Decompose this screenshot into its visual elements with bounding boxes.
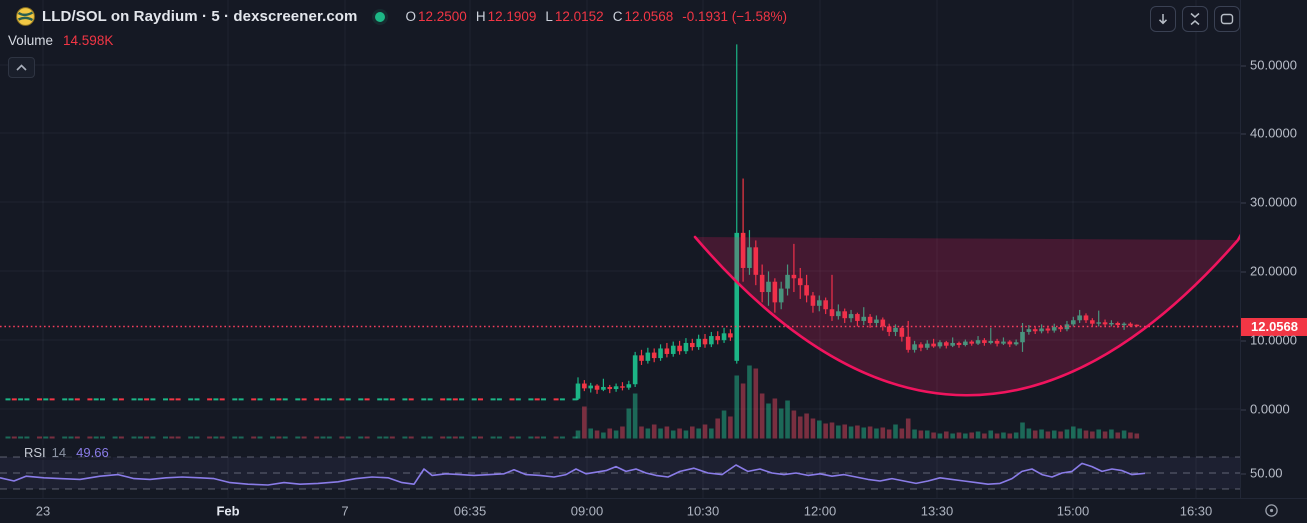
cup-arc-drawing[interactable] xyxy=(693,231,1240,397)
chart-toolbar xyxy=(1150,6,1240,32)
chevron-up-icon xyxy=(16,64,27,71)
current-price-tag: 12.0568 xyxy=(1241,317,1307,336)
volume-legend: Volume 14.598K xyxy=(8,33,113,48)
rsi-axis-label: 50.00 xyxy=(1241,465,1283,481)
low-value: 12.0152 xyxy=(554,9,604,24)
volume-bars-layer xyxy=(575,365,1140,439)
close-label: C xyxy=(612,9,623,24)
time-axis-label: 15:00 xyxy=(1056,503,1090,519)
low-label: L xyxy=(545,9,553,24)
rsi-band xyxy=(0,456,1240,490)
fullscreen-icon xyxy=(1220,13,1234,25)
token-logo-icon xyxy=(16,7,35,26)
chart-legend: LLD/SOL on Raydium · 5 · dexscreener.com… xyxy=(16,7,787,26)
grid-lines xyxy=(0,0,1240,498)
high-value: 12.1909 xyxy=(487,9,537,24)
time-axis-label: 12:00 xyxy=(803,503,837,519)
open-label: O xyxy=(405,9,416,24)
rsi-period: 14 xyxy=(51,445,67,460)
time-axis-label: 16:30 xyxy=(1179,503,1213,519)
time-axis-label: 09:00 xyxy=(570,503,604,519)
close-value: 12.0568 xyxy=(624,9,674,24)
volume-value: 14.598K xyxy=(63,33,114,48)
price-axis-label: 20.0000 xyxy=(1241,263,1297,279)
price-axis-label: 10.0000 xyxy=(1241,332,1297,348)
price-axis[interactable]: 12.0568 50.0000 40.0000 30.0000 20.0000 10.0… xyxy=(1240,0,1307,498)
time-axis[interactable]: 23 Feb 7 06:35 09:00 10:30 12:00 13:30 15:00 16:3… xyxy=(0,498,1307,523)
rsi-line xyxy=(0,462,1146,486)
price-axis-label: 50.0000 xyxy=(1241,57,1297,73)
volume-label: Volume xyxy=(8,33,54,48)
price-axis-label: 30.0000 xyxy=(1241,194,1297,210)
download-icon xyxy=(1158,14,1168,25)
time-axis-label: 23 xyxy=(35,503,51,519)
time-axis-label: 13:30 xyxy=(920,503,954,519)
high-label: H xyxy=(475,9,486,24)
candles-layer xyxy=(575,44,1140,401)
timezone-settings-icon[interactable] xyxy=(1264,503,1279,523)
open-value: 12.2500 xyxy=(418,9,467,24)
time-axis-label: 7 xyxy=(341,503,349,519)
ohlc-readout: O 12.2500 H 12.1909 L 12.0152 C 12.0568 … xyxy=(405,9,786,24)
time-axis-label: 06:35 xyxy=(453,503,487,519)
rsi-label: RSI xyxy=(24,445,46,460)
price-chart-plot[interactable] xyxy=(0,0,1240,498)
rsi-legend: RSI 14 49.66 xyxy=(20,445,113,460)
time-axis-label: 10:30 xyxy=(686,503,720,519)
price-axis-label: 0.0000 xyxy=(1241,401,1290,417)
market-status-dot xyxy=(375,11,386,22)
download-button[interactable] xyxy=(1150,6,1176,32)
collapse-panes-icon xyxy=(1190,12,1200,26)
time-axis-label: Feb xyxy=(216,503,240,519)
chart-title: LLD/SOL on Raydium · 5 · dexscreener.com xyxy=(42,8,358,25)
change-value: -0.1931 (−1.58%) xyxy=(682,9,787,24)
collapse-panes-button[interactable] xyxy=(1182,6,1208,32)
fullscreen-button[interactable] xyxy=(1214,6,1240,32)
early-candles-layer xyxy=(5,398,578,439)
current-price-value: 12.0568 xyxy=(1251,319,1298,334)
rsi-value: 49.66 xyxy=(76,445,109,460)
price-axis-label: 40.0000 xyxy=(1241,125,1297,141)
legend-collapse-button[interactable] xyxy=(8,57,35,78)
